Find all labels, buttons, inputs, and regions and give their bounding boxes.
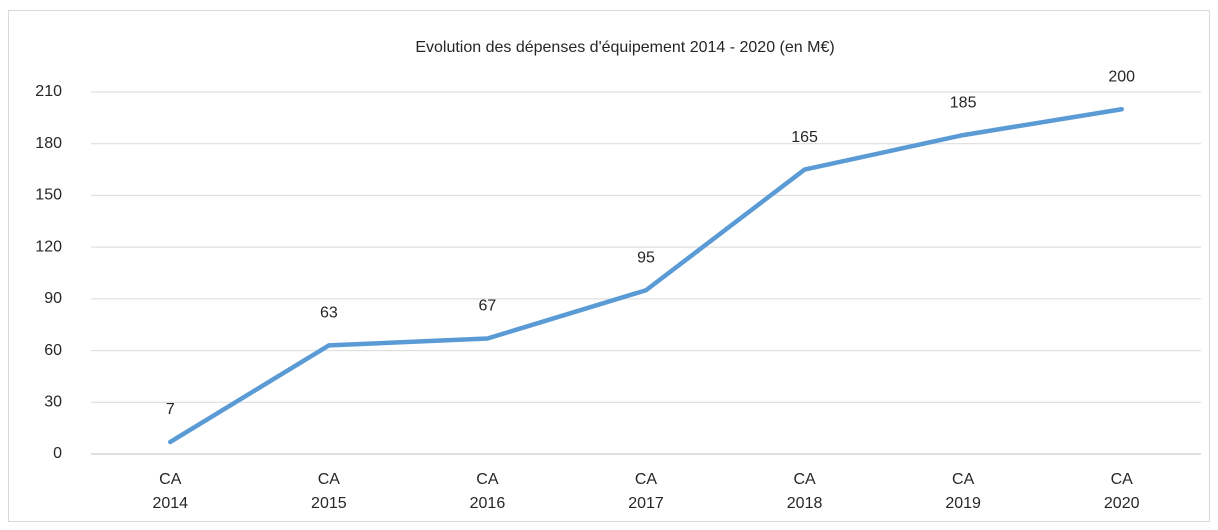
y-tick-label: 0 bbox=[53, 445, 62, 462]
y-tick-label: 90 bbox=[44, 290, 62, 307]
y-tick-label: 30 bbox=[44, 394, 62, 411]
data-label: 165 bbox=[791, 129, 818, 146]
data-label: 7 bbox=[166, 401, 175, 418]
data-label: 185 bbox=[950, 94, 977, 111]
data-label: 200 bbox=[1108, 68, 1135, 85]
x-tick-label: CA 2017 bbox=[628, 471, 664, 512]
x-tick-label: CA 2020 bbox=[1103, 471, 1140, 512]
data-label: 95 bbox=[637, 249, 655, 266]
y-tick-label: 210 bbox=[35, 83, 62, 100]
y-tick-label: 60 bbox=[44, 342, 62, 359]
y-tick-label: 120 bbox=[35, 238, 62, 255]
x-tick-label: CA 2019 bbox=[945, 471, 981, 512]
x-tick-label: CA 2016 bbox=[469, 471, 506, 512]
y-tick-label: 150 bbox=[35, 187, 62, 204]
data-label: 63 bbox=[320, 305, 338, 322]
data-label: 67 bbox=[479, 298, 497, 315]
x-tick-label: CA 2014 bbox=[152, 471, 189, 512]
chart-title: Evolution des dépenses d'équipement 2014… bbox=[415, 39, 834, 56]
chart-border bbox=[8, 10, 1210, 522]
line bbox=[168, 106, 1124, 445]
x-tick-label: CA 2015 bbox=[311, 471, 347, 512]
x-tick-label: CA 2018 bbox=[786, 471, 823, 512]
y-tick-label: 180 bbox=[35, 135, 62, 152]
